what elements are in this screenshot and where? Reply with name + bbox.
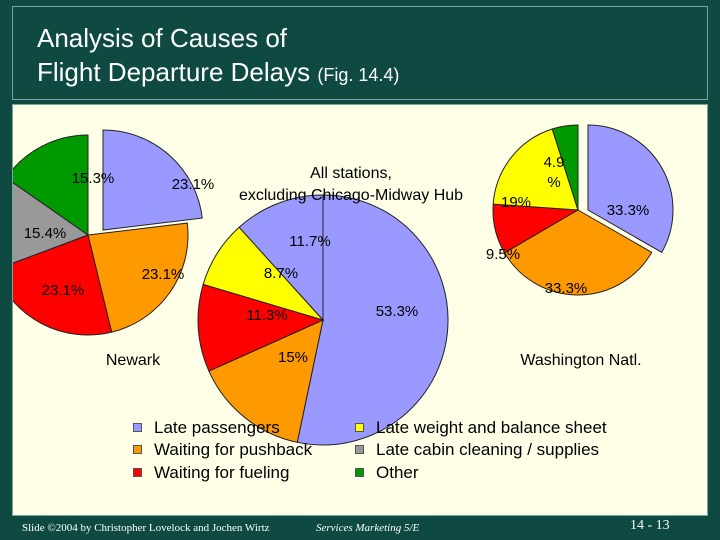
pie-title: All stations, <box>310 165 392 182</box>
pie-slice <box>13 134 89 236</box>
legend-swatch <box>133 468 142 477</box>
legend-swatch <box>355 445 364 454</box>
pie-slice <box>197 283 325 372</box>
pie-title: Newark <box>106 352 161 369</box>
pie-data-label: 11.7% <box>289 233 330 250</box>
title-main: Flight Departure Delays <box>37 57 311 87</box>
pie-data-label-part: % <box>547 174 560 191</box>
pie-slice <box>13 234 113 336</box>
pie-data-label: 33.3% <box>607 202 650 219</box>
legend-swatch <box>133 445 142 454</box>
pie-data-label: 15% <box>278 349 308 366</box>
pie-data-label: 8.7% <box>264 265 298 282</box>
pie-slice <box>492 128 579 211</box>
legend-label: Late passengers <box>154 418 280 437</box>
pie-slice <box>87 222 189 333</box>
pie-title: excluding Chicago-Midway Hub <box>239 187 463 204</box>
pie-data-label: 23.1% <box>42 282 85 299</box>
legend-label: Late cabin cleaning / supplies <box>376 440 600 459</box>
chart-area: 23.1% 23.1% 23.1% 15.4% 15.3% Newark 53.3% 15% 1… <box>12 104 708 516</box>
pie-data-label-part: 4.9 <box>544 154 565 171</box>
pie-slice <box>13 182 90 264</box>
pie-title: Washington Natl. <box>520 352 641 369</box>
pie-charts: 23.1% 23.1% 23.1% 15.4% 15.3% Newark 53.3% 15% 1… <box>13 124 674 446</box>
pie-data-label: 33.3% <box>545 280 588 297</box>
pie-slice <box>208 319 324 443</box>
legend-label: Other <box>376 463 419 482</box>
pie-data-label: 23.1% <box>142 266 185 283</box>
footer-copyright: Slide ©2004 by Christopher Lovelock and … <box>22 522 270 534</box>
pie-data-label: 53.3% <box>376 303 419 320</box>
pie-data-label: 15.3% <box>72 170 115 187</box>
legend-swatch <box>133 423 142 432</box>
pie-slice <box>238 194 324 322</box>
pie-data-label: 9.5% <box>486 246 520 263</box>
legend-swatch <box>355 423 364 432</box>
pie-slice <box>551 124 579 211</box>
pie-slice <box>296 194 449 446</box>
footer-page-number: 14 - 13 <box>630 518 670 533</box>
legend-label: Waiting for fueling <box>154 463 290 482</box>
pie-slice <box>503 209 653 296</box>
legend-label: Late weight and balance sheet <box>376 418 607 437</box>
figure-number: (Fig. 14.4) <box>317 65 400 85</box>
title-box: Analysis of Causes of Flight Departure D… <box>12 6 708 100</box>
title-line-1: Analysis of Causes of <box>37 23 288 53</box>
legend-label: Waiting for pushback <box>154 440 313 459</box>
pie-data-label: 19% <box>501 194 531 211</box>
pie-slice <box>102 129 203 231</box>
footer-book-title: Services Marketing 5/E <box>316 522 420 534</box>
pie-data-label: 4.9% <box>544 154 565 191</box>
title-line-2: Flight Departure Delays (Fig. 14.4) <box>37 57 399 88</box>
pie-data-label: 23.1% <box>172 176 215 193</box>
pie-slice <box>587 124 674 254</box>
pie-data-label: 11.3% <box>246 307 287 324</box>
pie-data-label: 15.4% <box>24 225 67 242</box>
legend-swatch <box>355 468 364 477</box>
